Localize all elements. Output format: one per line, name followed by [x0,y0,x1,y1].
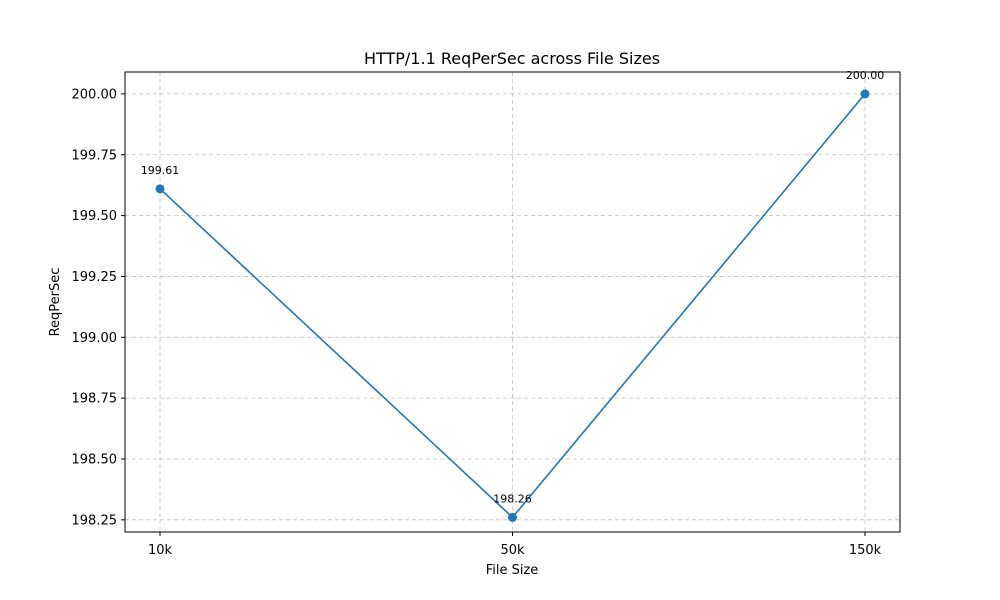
y-tick-label: 199.50 [72,209,118,224]
y-tick-label: 200.00 [72,87,118,102]
y-tick-label: 199.25 [72,270,118,285]
y-tick-label: 199.75 [72,148,118,163]
grid-lines [125,72,900,532]
x-axis-label: File Size [486,563,539,578]
chart-title: HTTP/1.1 ReqPerSec across File Sizes [364,49,660,68]
y-tick-label: 198.50 [72,452,118,467]
y-axis-label: ReqPerSec [48,268,63,337]
data-point [508,512,517,522]
data-label: 199.61 [141,164,180,177]
data-point [860,89,870,99]
x-tick-label: 150k [849,543,882,558]
x-tick-label: 10k [148,543,173,558]
data-label: 198.26 [493,492,532,505]
y-tick-label: 199.00 [72,331,118,346]
data-labels: 199.61 198.26 200.00 [141,69,885,505]
x-tick-label: 50k [500,543,525,558]
series-group [155,89,870,522]
y-tick-label: 198.75 [72,392,118,407]
y-axis-ticks: 198.25 198.50 198.75 199.00 199.25 199.50 199.… [72,87,125,528]
data-point [155,184,165,194]
y-tick-label: 198.25 [72,513,118,528]
x-axis-ticks: 10k 50k 150k [148,532,882,558]
plot-area-frame [124,71,901,533]
data-label: 200.00 [846,69,885,82]
